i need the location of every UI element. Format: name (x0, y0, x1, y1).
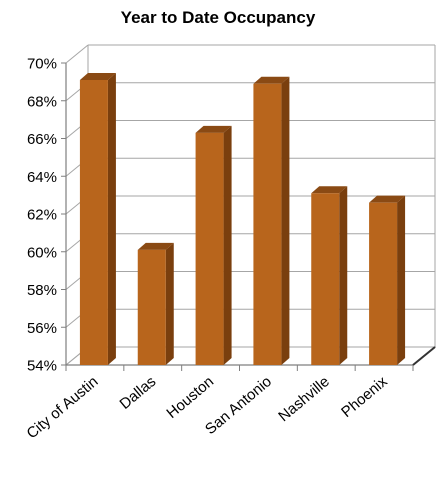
bar-side (107, 72, 116, 366)
bar-side (339, 186, 348, 365)
bar (195, 132, 224, 365)
y-tick-label: 70% (27, 56, 57, 73)
chart-title: Year to Date Occupancy (120, 8, 316, 27)
gridline-depth (65, 44, 89, 64)
bar-side (281, 76, 290, 365)
y-tick-label: 64% (27, 169, 57, 186)
bar (79, 79, 108, 366)
y-tick-label: 62% (27, 207, 57, 224)
y-tick-label: 56% (27, 320, 57, 337)
bar (369, 202, 398, 365)
bar-side (165, 242, 174, 365)
bar-top (195, 125, 232, 133)
x-tick-label: Nashville (275, 373, 333, 425)
bar (311, 193, 340, 365)
bar-side (397, 195, 406, 365)
y-tick-label: 60% (27, 244, 57, 261)
y-tick-label: 54% (27, 358, 57, 375)
x-tick-label: Dallas (116, 373, 159, 413)
bar (137, 249, 166, 365)
y-tick-label: 68% (27, 93, 57, 110)
bar-top (253, 76, 290, 84)
bar-top (311, 186, 348, 194)
y-tick-label: 66% (27, 131, 57, 148)
bar-top (137, 242, 174, 250)
x-tick-label: Houston (163, 373, 217, 422)
x-tick-label: Phoenix (338, 373, 391, 421)
y-tick-label: 58% (27, 282, 57, 299)
floor-corner-edge (412, 346, 436, 366)
bar-side (223, 125, 232, 366)
bar-top (79, 72, 116, 80)
x-tick-label: City of Austin (23, 373, 101, 442)
bar (253, 83, 282, 365)
bar-top (369, 195, 406, 203)
